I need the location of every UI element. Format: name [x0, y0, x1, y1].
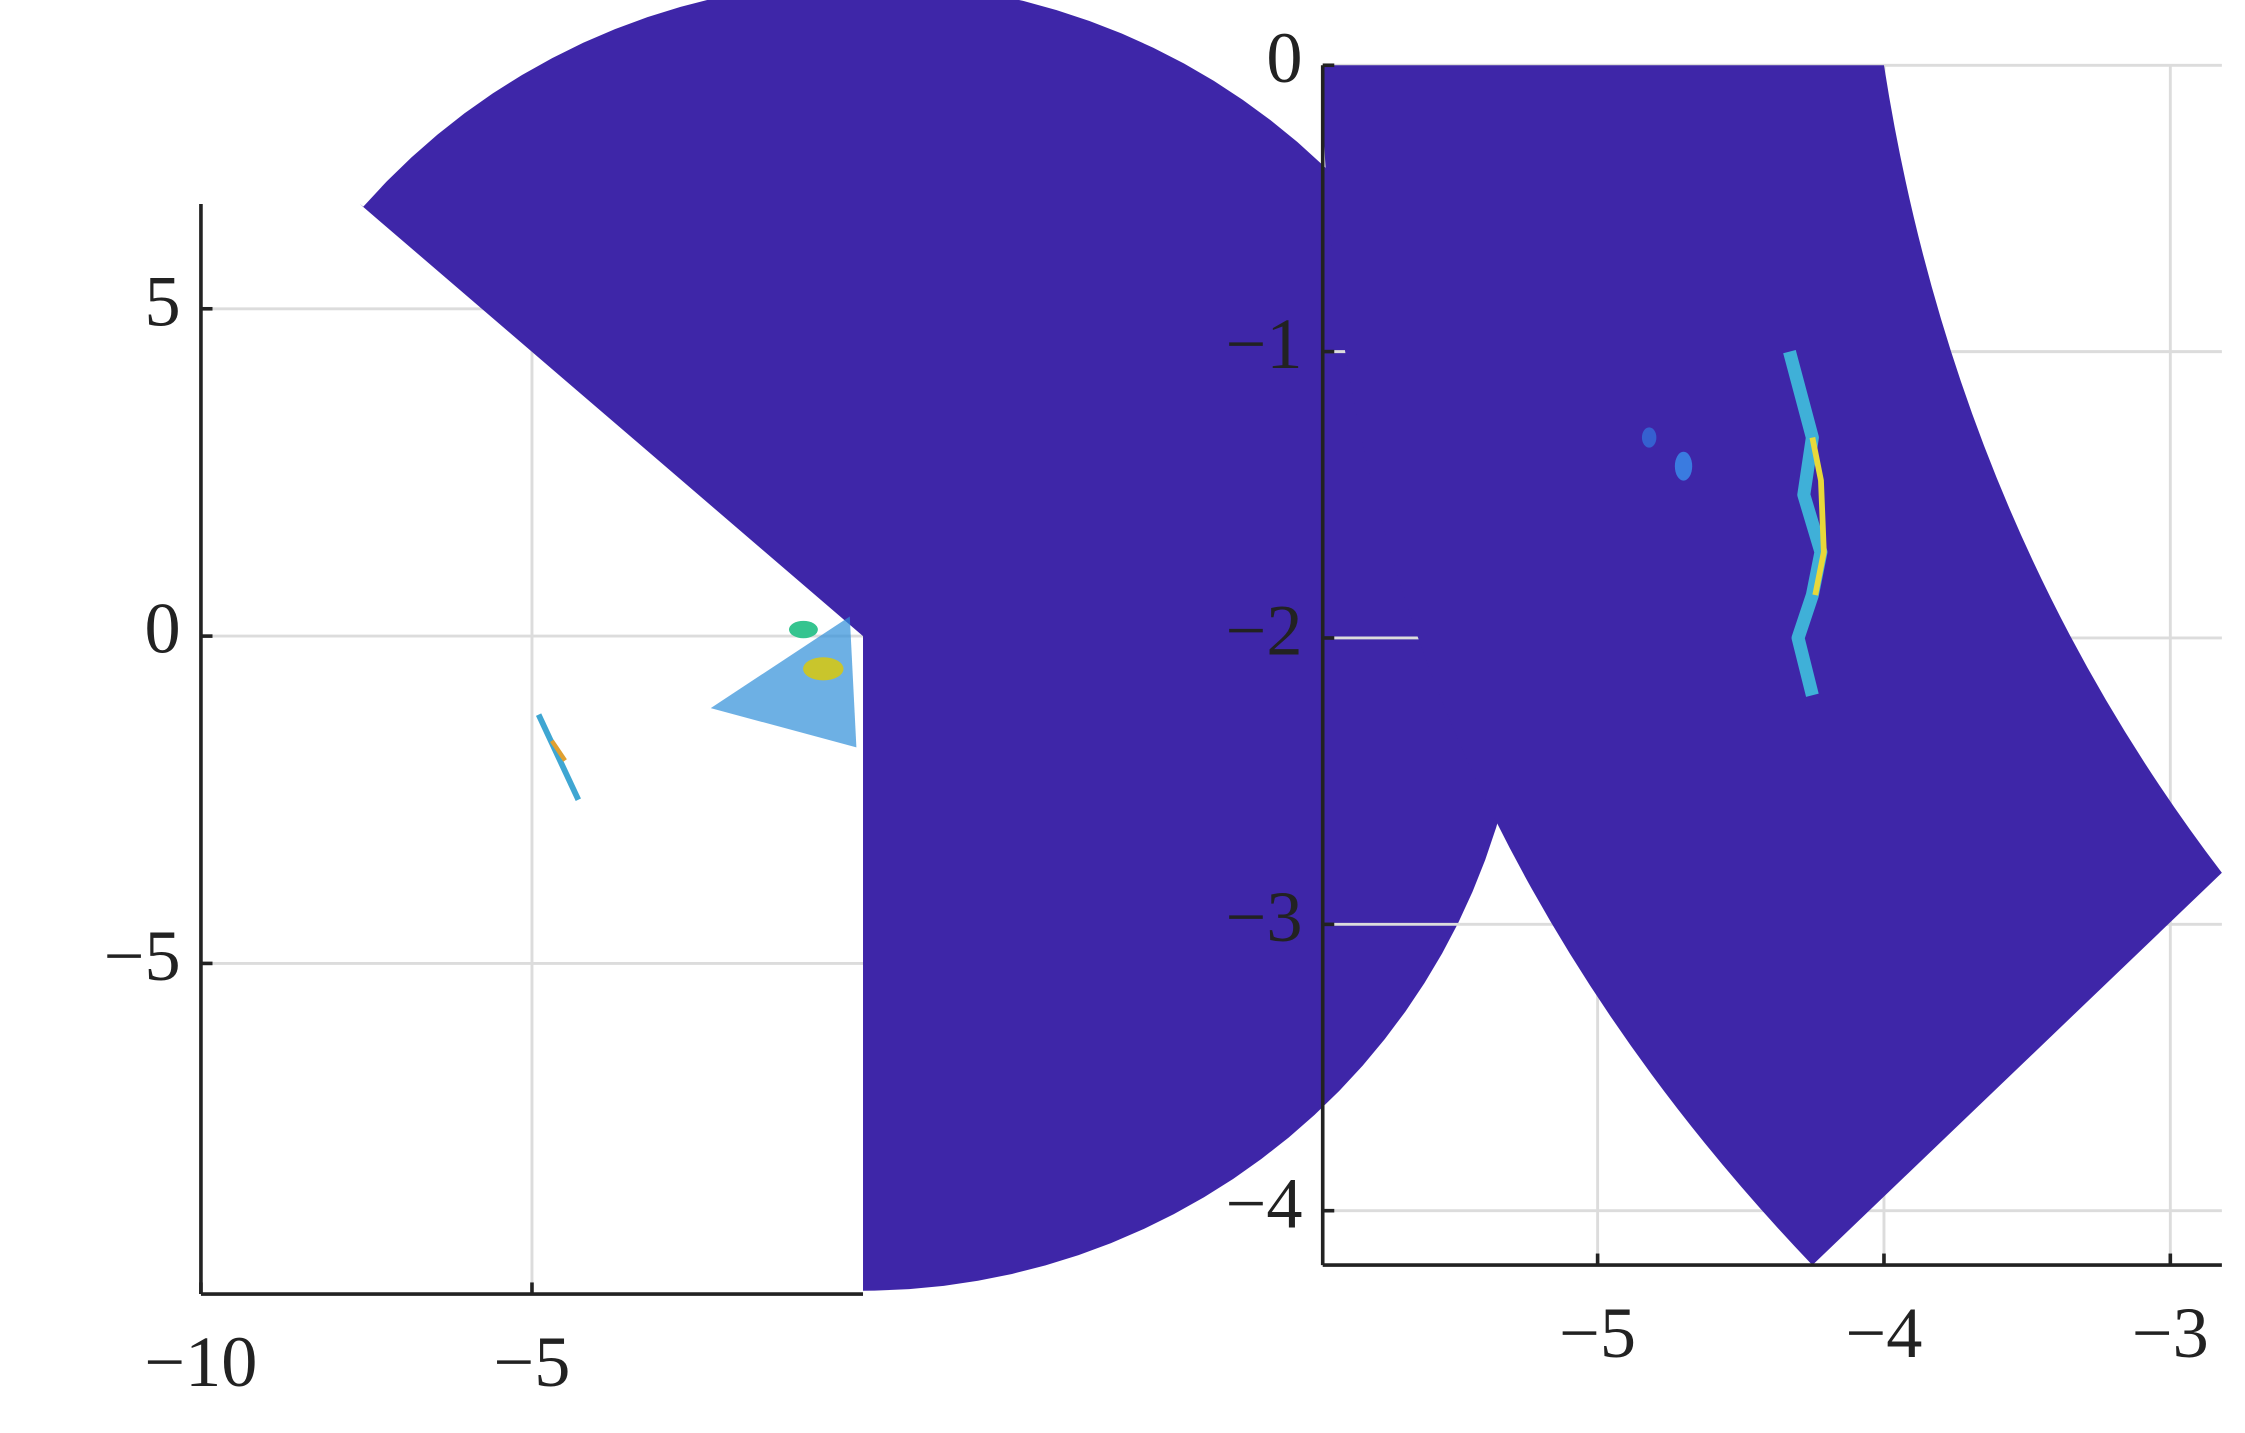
y-tick-label: 0: [145, 589, 181, 669]
echo-highlight: [1674, 451, 1693, 481]
y-tick-label: 5: [145, 261, 181, 341]
y-tick-label: −4: [1226, 1163, 1303, 1243]
sonar-image: [359, 0, 1525, 1291]
x-tick-label: −5: [494, 1322, 571, 1402]
y-tick-label: 0: [1266, 18, 1302, 98]
y-tick-label: −5: [104, 916, 181, 996]
echo-highlight: [1641, 427, 1657, 448]
sonar-image: [1322, 65, 2222, 1266]
echo-highlight: [1809, 436, 1827, 596]
x-tick-label: −4: [1846, 1293, 1923, 1373]
echo-highlight: [550, 739, 567, 762]
sonar-fan: [359, 0, 1525, 1291]
y-tick-label: −3: [1226, 877, 1303, 957]
sonar-fan: [1322, 65, 2222, 1266]
x-tick-label: −10: [144, 1322, 257, 1402]
echo-highlight: [803, 657, 844, 681]
echo-highlight: [710, 616, 857, 748]
echo-highlight: [788, 620, 818, 639]
x-tick-label: −5: [1559, 1293, 1636, 1373]
y-tick-label: −1: [1226, 304, 1303, 384]
x-tick-label: −3: [2132, 1293, 2209, 1373]
echo-highlight: [535, 713, 581, 801]
y-tick-label: −2: [1226, 591, 1303, 671]
